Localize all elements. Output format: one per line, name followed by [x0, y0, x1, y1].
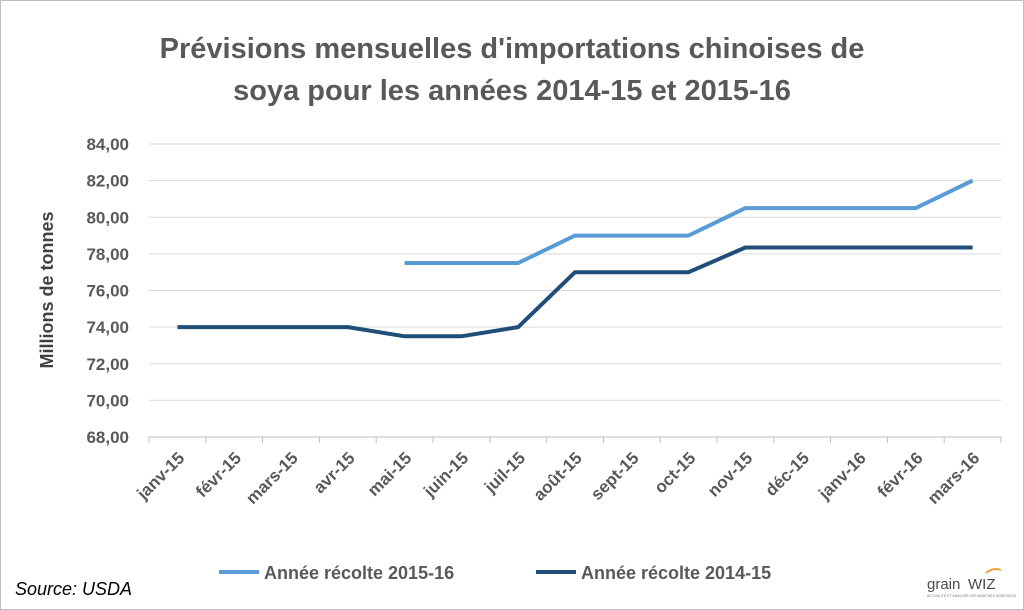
x-tick-label: janv-16: [814, 448, 870, 504]
logo-swoosh-icon: [985, 568, 1002, 574]
x-tick-label: févr-16: [874, 448, 927, 501]
y-tick-label: 68,00: [86, 428, 129, 447]
legend: Année récolte 2015-16 Année récolte 2014…: [219, 563, 771, 583]
source-note: Source: USDA: [15, 579, 132, 599]
y-tick-label: 72,00: [86, 355, 129, 374]
x-tick-label: juin-15: [419, 448, 472, 501]
y-tick-label: 76,00: [86, 282, 129, 301]
x-tick-label: avr-15: [310, 448, 359, 497]
logo-tagline: ACTUALITÉ ET ANALYSE DES MARCHÉS AGRICOL…: [927, 593, 1017, 598]
x-tick-label: sept-15: [587, 448, 643, 504]
legend-label-2014-15: Année récolte 2014-15: [581, 563, 771, 583]
grainwiz-logo: grain WIZ ACTUALITÉ ET ANALYSE DES MARCH…: [927, 568, 1017, 598]
x-tick-label: déc-15: [761, 448, 813, 500]
y-tick-label: 78,00: [86, 245, 129, 264]
series-line-1: [177, 245, 973, 339]
y-tick-label: 84,00: [86, 135, 129, 154]
y-tick-label: 80,00: [86, 208, 129, 227]
x-tick-label: oct-15: [651, 448, 700, 497]
x-tick-label: mars-16: [924, 448, 984, 508]
y-tick-label: 74,00: [86, 318, 129, 337]
x-tick-label: janv-15: [133, 448, 189, 504]
x-tick-label: août-15: [530, 448, 586, 504]
y-axis-label: Millions de tonnes: [37, 211, 57, 368]
legend-label-2015-16: Année récolte 2015-16: [264, 563, 454, 583]
chart-title-line-1: Prévisions mensuelles d'importations chi…: [160, 33, 865, 65]
series-line-0: [404, 178, 974, 265]
x-tick-label: févr-15: [192, 448, 245, 501]
x-tick-label: juil-15: [480, 448, 529, 497]
y-axis-ticks: 68,00 70,00 72,00 74,00 76,00 78,00 80,00 82,00…: [86, 135, 129, 447]
y-tick-label: 70,00: [86, 391, 129, 410]
y-tick-label: 82,00: [86, 172, 129, 191]
x-tick-label: nov-15: [704, 448, 756, 500]
logo-text-grain: grain: [927, 576, 960, 593]
logo-text-wiz: WIZ: [968, 576, 996, 593]
gridlines: [149, 143, 1001, 438]
x-tick-label: mai-15: [364, 448, 416, 500]
chart-title-line-2: soya pour les années 2014-15 et 2015-16: [233, 75, 791, 107]
series-group: [177, 178, 974, 339]
x-tick-label: mars-15: [242, 448, 302, 508]
